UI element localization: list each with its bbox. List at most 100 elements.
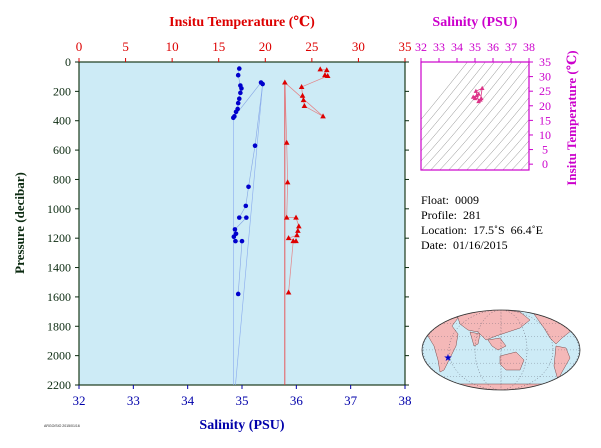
float-location-marker: ★ — [444, 353, 453, 364]
map-outline — [421, 309, 581, 391]
temperature-point — [295, 227, 301, 233]
date-text: Date: 01/16/2015 — [421, 238, 508, 252]
temperature-point — [283, 139, 290, 145]
temperature-point — [299, 92, 306, 98]
location-text: Location: 17.5˚S 66.4˚E — [421, 223, 543, 237]
density-contour — [520, 37, 601, 180]
salinity-point — [236, 66, 242, 71]
salinity-tick-label: 34 — [181, 393, 195, 408]
pressure-tick-label: 400 — [53, 114, 71, 128]
ts-temp-tick-label: 10 — [539, 128, 551, 142]
ts-plot-area — [421, 62, 529, 170]
pressure-tick-label: 1800 — [47, 319, 71, 333]
pressure-tick-label: 200 — [53, 84, 71, 98]
salinity-point — [252, 143, 258, 148]
temperature-point — [323, 67, 330, 73]
ts-point — [473, 88, 479, 93]
salinity-tick-label: 37 — [344, 393, 358, 408]
indonesia-land — [487, 337, 507, 351]
pressure-tick-label: 2000 — [47, 349, 71, 363]
salinity-point — [231, 234, 237, 240]
ts-y-axis-title: Insitu Temperature (℃) — [564, 50, 579, 185]
salinity-point — [236, 215, 242, 220]
profile-number: Profile: 281 — [421, 208, 481, 222]
salinity-tick-label: 33 — [127, 393, 140, 408]
salinity-point — [233, 238, 238, 244]
map-graticule — [422, 310, 580, 390]
pressure-tick-label: 1000 — [47, 202, 71, 216]
ts-salinity-tick-label: 33 — [433, 40, 445, 54]
temp-tick-label: 0 — [76, 39, 83, 54]
temperature-point — [298, 83, 305, 89]
temp-tick-label: 5 — [122, 39, 129, 54]
salinity-tick-label: 32 — [73, 393, 86, 408]
temperature-point — [301, 103, 308, 109]
density-contour — [421, 62, 504, 162]
india-land — [469, 331, 481, 347]
salinity-point — [243, 203, 249, 209]
pressure-tick-label: 1600 — [47, 290, 71, 304]
ts-top-axis-title: Salinity (PSU) — [432, 15, 518, 30]
temp-tick-label: 25 — [305, 39, 318, 54]
ts-temp-tick-label: 5 — [542, 143, 548, 157]
map-meridian — [474, 310, 528, 390]
south-america-land — [553, 345, 571, 381]
temperature-point — [293, 214, 299, 220]
ts-point — [479, 95, 484, 101]
salinity-tick-label: 36 — [290, 393, 304, 408]
salinity-tick-label: 38 — [399, 393, 412, 408]
float-id: Float: 0009 — [421, 193, 480, 207]
world-map: ★ — [421, 309, 581, 391]
temp-tick-label: 15 — [212, 39, 225, 54]
salinity-point — [238, 90, 243, 96]
salinity-point — [246, 184, 251, 190]
temperature-point — [294, 232, 300, 238]
ts-salinity-tick-label: 35 — [469, 40, 481, 54]
temperature-point — [300, 97, 307, 103]
temperature-point — [284, 179, 291, 185]
pressure-tick-label: 2200 — [47, 378, 71, 392]
ts-point — [470, 94, 476, 99]
temp-tick-label: 10 — [166, 39, 179, 54]
ts-temp-tick-label: 15 — [539, 113, 551, 127]
salinity-point — [239, 238, 245, 244]
series-points — [231, 66, 331, 297]
pressure-tick-label: 1200 — [47, 231, 71, 245]
ts-temp-tick-label: 30 — [539, 70, 551, 84]
salinity-point — [244, 215, 249, 220]
x-axis-title: Salinity (PSU) — [199, 418, 285, 433]
footer-stamp: ARGO/SIO 2015/01/16 — [44, 424, 80, 428]
ts-points — [470, 85, 485, 104]
temperature-point — [296, 223, 302, 229]
temp-tick-label: 35 — [399, 39, 412, 54]
density-contour — [421, 62, 495, 152]
salinity-point — [235, 100, 241, 106]
temperature-point — [324, 72, 331, 78]
salinity-point — [235, 291, 241, 297]
ts-temp-tick-label: 35 — [539, 55, 551, 69]
salinity-point — [231, 115, 236, 121]
profile-plot: 0 5 10 15 20 25 30 35 32 33 34 35 36 37 38 0 200 400 600 80… — [12, 15, 412, 433]
pressure-tick-label: 800 — [53, 172, 71, 186]
salinity-point — [239, 86, 244, 91]
map-meridian — [448, 310, 554, 390]
temperature-point — [290, 238, 297, 244]
salinity-tick-label: 35 — [236, 393, 249, 408]
australia-land — [499, 351, 525, 371]
salinity-point — [260, 81, 265, 87]
pressure-tick-label: 0 — [65, 55, 71, 69]
pressure-tick-label: 1400 — [47, 261, 71, 275]
ts-salinity-tick-label: 34 — [451, 40, 463, 54]
temperature-point — [285, 235, 292, 241]
axis-ticks: 0 5 10 15 20 25 30 35 32 33 34 35 36 37 38 0 200 400 600 80… — [47, 39, 412, 408]
density-contour — [421, 62, 486, 142]
top-axis-title: Insitu Temperature (℃) — [169, 15, 315, 30]
ts-point — [476, 91, 481, 96]
ts-point — [479, 85, 485, 90]
temp-tick-label: 20 — [259, 39, 272, 54]
salinity-point — [236, 96, 242, 102]
temperature-point — [285, 289, 292, 295]
